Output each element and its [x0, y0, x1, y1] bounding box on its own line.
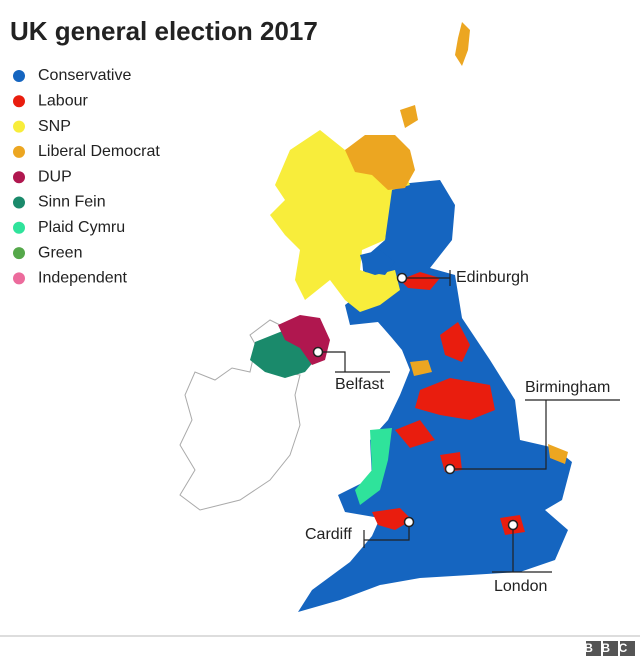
- labour-area: [372, 508, 412, 530]
- belfast-leader: [318, 351, 390, 373]
- london-leader: [492, 525, 552, 573]
- edinburgh-marker: [396, 272, 408, 284]
- legend-swatch: [13, 247, 25, 260]
- scotland-lib-dem: [345, 135, 415, 190]
- legend-swatch: [13, 196, 25, 209]
- lib-dem-cumbria: [410, 360, 432, 376]
- london-marker: [507, 519, 519, 531]
- legend-label: Independent: [38, 270, 128, 287]
- shetland: [455, 22, 470, 66]
- edinburgh-leader: [402, 270, 451, 286]
- legend-label: Sinn Fein: [38, 194, 106, 211]
- logo-block: [586, 641, 601, 656]
- orkney: [400, 105, 418, 128]
- legend: Conservative Labour SNP Liberal Democrat DUP…: [13, 67, 160, 287]
- legend-swatch: [13, 120, 25, 133]
- central-scotland-tory: [360, 250, 395, 275]
- legend-swatch: [13, 95, 25, 108]
- city-label: Cardiff: [305, 526, 352, 543]
- city-label: Belfast: [335, 376, 384, 393]
- lib-dem-norfolk: [548, 444, 568, 464]
- logo-block: [603, 641, 618, 656]
- legend-label: Green: [38, 244, 82, 261]
- birmingham-marker: [444, 463, 456, 475]
- labour-area: [440, 322, 470, 362]
- legend-label: Conservative: [38, 67, 131, 84]
- wales-plaid: [355, 428, 392, 505]
- legend-swatch: [13, 70, 25, 82]
- legend-label: Labour: [38, 93, 88, 110]
- logo-block: [620, 641, 635, 656]
- bbc-logo: BBC: [584, 641, 636, 656]
- cardiff-marker: [403, 516, 415, 528]
- city-label: Edinburgh: [456, 269, 529, 286]
- title: UK general election 2017: [10, 16, 318, 46]
- legend-swatch: [13, 145, 25, 158]
- cardiff-leader: [363, 522, 410, 548]
- legend-swatch: [13, 272, 25, 285]
- legend-label: SNP: [38, 118, 71, 135]
- legend-label: Liberal Democrat: [38, 143, 160, 160]
- legend-swatch: [13, 221, 25, 234]
- labour-areas: [372, 272, 525, 535]
- labour-area: [415, 378, 495, 420]
- labour-area: [400, 272, 440, 290]
- footer-logo-text: BBC: [584, 641, 636, 655]
- belfast-marker: [312, 346, 324, 358]
- labour-area: [395, 420, 435, 448]
- city-label: London: [494, 578, 547, 595]
- birmingham-leader: [450, 399, 620, 470]
- legend-swatch: [13, 171, 25, 184]
- legend-label: Plaid Cymru: [38, 219, 125, 236]
- city-label: Birmingham: [525, 379, 610, 396]
- legend-label: DUP: [38, 168, 72, 185]
